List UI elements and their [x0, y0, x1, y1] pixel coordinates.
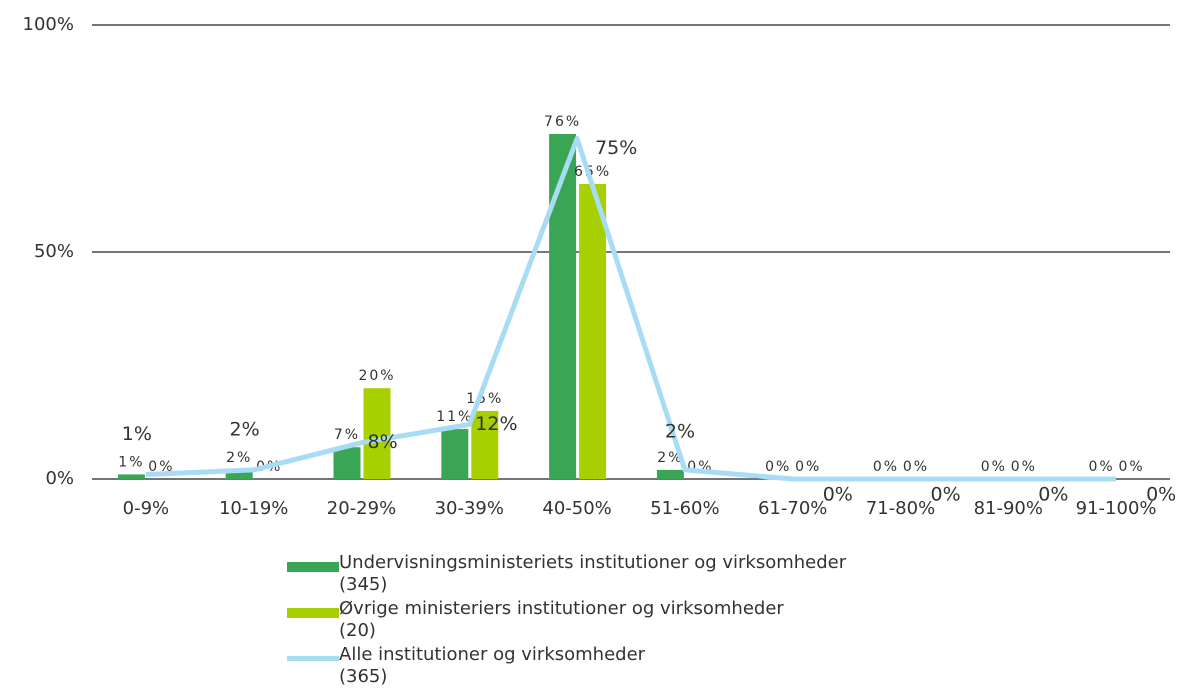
legend-swatch [287, 608, 339, 618]
bar-label: 0% [765, 459, 791, 475]
x-tick-label: 20-29% [327, 498, 396, 519]
line-label: 8% [368, 431, 398, 453]
legend-item: Undervisningsministeriets institutioner … [287, 552, 846, 598]
x-tick-label: 30-39% [435, 498, 504, 519]
bar-label: 20% [358, 368, 395, 384]
bar-label: 0% [795, 459, 821, 475]
line-label: 2% [230, 418, 260, 440]
x-tick-label: 91-100% [1076, 498, 1157, 519]
y-tick-label: 0% [45, 468, 74, 489]
bar [549, 133, 577, 479]
bar [441, 429, 469, 479]
bar-label: 65% [574, 164, 611, 180]
bar-label: 0% [1011, 459, 1037, 475]
legend-item: Øvrige ministeriers institutioner og vir… [287, 598, 846, 644]
legend-label: Undervisningsministeriets institutioner … [339, 552, 847, 595]
bar-label: 76% [544, 114, 581, 130]
y-tick-label: 50% [34, 241, 74, 262]
bar-label: 15% [466, 391, 503, 407]
legend-label: Alle institutioner og virksomheder (365) [339, 644, 646, 687]
bar-label: 2% [226, 450, 252, 466]
bar-label: 0% [873, 459, 899, 475]
legend: Undervisningsministeriets institutioner … [287, 552, 846, 690]
x-tick-label: 10-19% [219, 498, 288, 519]
line-label: 12% [475, 413, 517, 435]
bar [579, 183, 607, 479]
line-label: 1% [122, 423, 152, 445]
x-tick-label: 61-70% [758, 498, 827, 519]
bar-label: 0% [1088, 459, 1114, 475]
legend-label: Øvrige ministeriers institutioner og vir… [339, 598, 784, 641]
y-tick-label: 100% [23, 14, 74, 35]
bar [117, 474, 145, 479]
line-label: 0% [931, 484, 961, 506]
x-tick-label: 51-60% [650, 498, 719, 519]
legend-item: Alle institutioner og virksomheder (365) [287, 644, 846, 690]
x-tick-label: 40-50% [542, 498, 611, 519]
bar [225, 469, 253, 479]
bar-label: 11% [436, 409, 473, 425]
bar-label: 1% [118, 454, 144, 470]
plot: 0% 50% 100% 0-9% 10-19% 20-29% 30-39% 40-50% 51-… [23, 14, 1177, 519]
line-label: 0% [1038, 484, 1068, 506]
bar-label: 0% [903, 459, 929, 475]
bar [363, 388, 391, 479]
x-tick-label: 81-90% [974, 498, 1043, 519]
bar-label: 2% [657, 450, 683, 466]
bar [333, 447, 361, 479]
line-label: 0% [1146, 484, 1176, 506]
bar-label: 7% [334, 427, 360, 443]
x-tick-label: 71-80% [866, 498, 935, 519]
bar-label: 0% [1118, 459, 1144, 475]
x-tick-label: 0-9% [123, 498, 170, 519]
line [145, 136, 1117, 482]
bar-label: 0% [981, 459, 1007, 475]
line-label: 2% [665, 420, 695, 442]
bar [656, 469, 684, 479]
line-label: 0% [823, 484, 853, 506]
bar [471, 410, 499, 479]
bar-label: 0% [148, 459, 174, 475]
legend-swatch [287, 562, 339, 572]
line-label: 75% [595, 137, 637, 159]
legend-swatch [287, 656, 339, 661]
